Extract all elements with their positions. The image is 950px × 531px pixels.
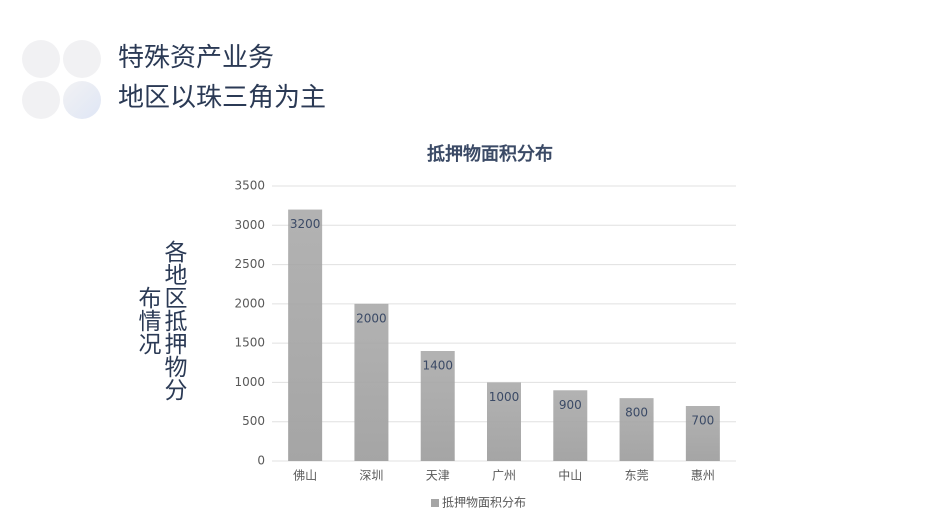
y-tick-label: 1500	[234, 336, 265, 350]
bar	[685, 406, 720, 461]
y-tick-label: 3000	[234, 218, 265, 232]
x-tick-label: 佛山	[293, 469, 317, 483]
side-label: 各地区抵押物分布情况	[134, 239, 186, 401]
y-tick-label: 2000	[234, 296, 265, 310]
x-tick-label: 深圳	[359, 469, 383, 483]
data-label: 2000	[356, 311, 387, 325]
header: 特殊资产业务 地区以珠三角为主	[118, 38, 326, 118]
header-line: 特殊资产业务	[118, 43, 275, 73]
header-line: 地区以珠三角为主	[118, 83, 327, 113]
bar	[553, 390, 588, 461]
x-tick-label: 天津	[426, 469, 450, 483]
bar	[420, 351, 455, 461]
x-tick-label: 东莞	[625, 469, 649, 483]
legend-swatch	[431, 499, 439, 507]
x-tick-label: 惠州	[691, 469, 715, 483]
data-label: 700	[691, 414, 714, 428]
data-label: 800	[625, 406, 648, 420]
chart-title: 抵押物面积分布	[427, 143, 553, 165]
bar	[288, 209, 323, 461]
y-tick-label: 3500	[234, 179, 265, 193]
data-label: 3200	[290, 217, 321, 231]
data-label: 900	[559, 398, 582, 412]
y-tick-label: 2500	[234, 257, 265, 271]
data-label: 1400	[422, 359, 453, 373]
bar	[487, 382, 521, 461]
y-tick-label: 1000	[234, 375, 265, 389]
data-label: 1000	[489, 390, 520, 404]
legend-label: 抵押物面积分布	[442, 496, 526, 510]
x-tick-label: 广州	[492, 469, 516, 483]
logo	[22, 40, 101, 119]
x-tick-label: 中山	[558, 468, 582, 483]
y-tick-label: 500	[242, 414, 265, 428]
y-tick-label: 0	[257, 454, 265, 468]
bar	[619, 398, 654, 461]
bar	[354, 303, 389, 461]
